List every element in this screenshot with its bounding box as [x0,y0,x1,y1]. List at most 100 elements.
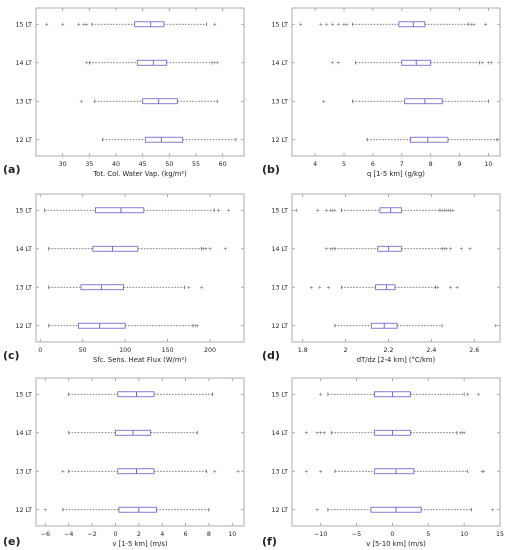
x-tick-label: 100 [119,347,131,354]
outlier-point: + [440,208,444,214]
y-category-label: 15 LT [15,22,32,29]
outlier-point: + [208,247,212,253]
x-tick-label: 10 [228,531,236,538]
outlier-point: + [328,208,332,214]
outlier-point: + [195,324,199,330]
y-category-label: 15 LT [271,208,288,215]
plot-frame [291,193,501,343]
y-category-label: 12 LT [271,323,288,330]
x-tick-label: 40 [112,161,120,168]
x-tick-label: 8 [429,161,433,168]
outlier-point: + [319,431,323,437]
outlier-point: + [213,61,217,67]
iqr-box [404,98,443,105]
outlier-point: + [345,22,349,28]
x-tick-label: 7 [400,161,404,168]
outlier-point: + [216,208,220,214]
y-category-label: 12 LT [15,507,32,514]
outlier-point: + [491,508,495,514]
x-tick-label: 15 [496,531,504,538]
box-14-lt: + + + + +++ [304,429,466,437]
outlier-point: + [489,61,493,67]
outlier-point: + [316,208,320,214]
box-12-lt: + [43,506,210,514]
outlier-point: + [43,508,47,514]
outlier-point: + [194,324,198,330]
outlier-point: + [333,208,337,214]
outlier-point: + [330,61,334,67]
y-category-label: 14 LT [15,246,32,253]
y-category-label: 14 LT [271,60,288,67]
x-tick-label: 4 [160,531,164,538]
outlier-point: + [462,431,466,437]
outlier-point: + [236,469,240,475]
x-tick-label: 50 [165,161,173,168]
outlier-point: + [322,99,326,105]
box-15-lt: + + [44,207,231,214]
outlier-point: + [187,285,191,291]
outlier-point: + [322,431,326,437]
x-tick-label: 10 [484,161,492,168]
iqr-box [398,21,426,28]
outlier-point: + [342,22,346,28]
outlier-point: + [61,469,65,475]
x-tick-label: 50 [79,347,87,354]
x-tick-label: 4 [313,161,317,168]
x-axis-label: v [5-10 km] (m/s) [366,540,426,548]
box-12-lt [366,136,498,143]
box-13-lt: + + + [61,468,240,475]
y-category-label: 13 LT [271,285,288,292]
y-category-label: 15 LT [15,392,32,399]
box-15-lt: + + + [319,391,481,398]
outlier-point: + [469,22,473,28]
outlier-point: + [468,247,472,253]
outlier-point: + [466,392,470,398]
iqr-box [377,245,402,252]
outlier-point: + [326,285,330,291]
x-tick-label: −4 [64,531,73,538]
outlier-point: + [199,285,203,291]
x-tick-label: 2.4 [426,347,436,354]
x-tick-label: 45 [139,161,147,168]
outlier-point: + [304,469,308,475]
panel-b: 4 5 6 7 8 9 10 q [1-5 km] (g/kg) 12 LT 13 LT 14 LT… [271,7,501,178]
x-axis-label: Tot. Col. Water Vap. (kg/m²) [92,170,187,178]
y-category-label: 13 LT [15,469,32,476]
outlier-point: + [215,61,219,67]
panel-e: −6 −4 −2 0 2 4 6 8 10 v [1-5 km] (m/s) 12 LT 13 LT 1… [15,377,245,548]
y-category-label: 12 LT [15,137,32,144]
panel-tag: (f) [262,535,277,548]
x-tick-label: 0 [38,347,42,354]
outlier-point: + [315,508,319,514]
x-tick-label: 9 [458,161,462,168]
outlier-point: + [336,22,340,28]
iqr-box [80,284,124,291]
x-tick-label: −10 [314,531,327,538]
x-tick-label: 10 [460,531,468,538]
outlier-point: + [449,247,453,253]
outlier-point: + [483,22,487,28]
x-axis-label: Sfc. Sens. Heat Flux (W/m²) [93,356,187,364]
outlier-point: + [324,208,328,214]
box-13-lt: + + ++ [304,468,486,475]
box-12-lt: ++ [48,322,199,330]
outlier-point: + [319,469,323,475]
y-category-label: 15 LT [271,22,288,29]
box-13-lt: + [322,98,489,105]
iqr-box [117,468,155,475]
outlier-point: + [304,431,308,437]
x-tick-label: −5 [352,531,361,538]
panel-c: 0 50 100 150 200 Sfc. Sens. Heat Flux (W/m²) 1… [15,193,245,364]
y-category-label: 14 LT [15,430,32,437]
box-15-lt: + + + + + ++ ++ + [299,21,488,28]
x-tick-label: 55 [192,161,200,168]
y-category-label: 13 LT [271,99,288,106]
panel-d: 1.8 2 2.2 2.4 2.6 dT/dz [2-4 km] (°C/km) 12 LT… [271,193,501,364]
outlier-point: + [85,22,89,28]
iqr-box [410,136,449,143]
x-tick-label: 150 [162,347,174,354]
box-12-lt: + [334,322,498,330]
outlier-point: + [315,431,319,437]
panel-tag: (b) [262,163,280,176]
x-tick-label: −6 [41,531,50,538]
